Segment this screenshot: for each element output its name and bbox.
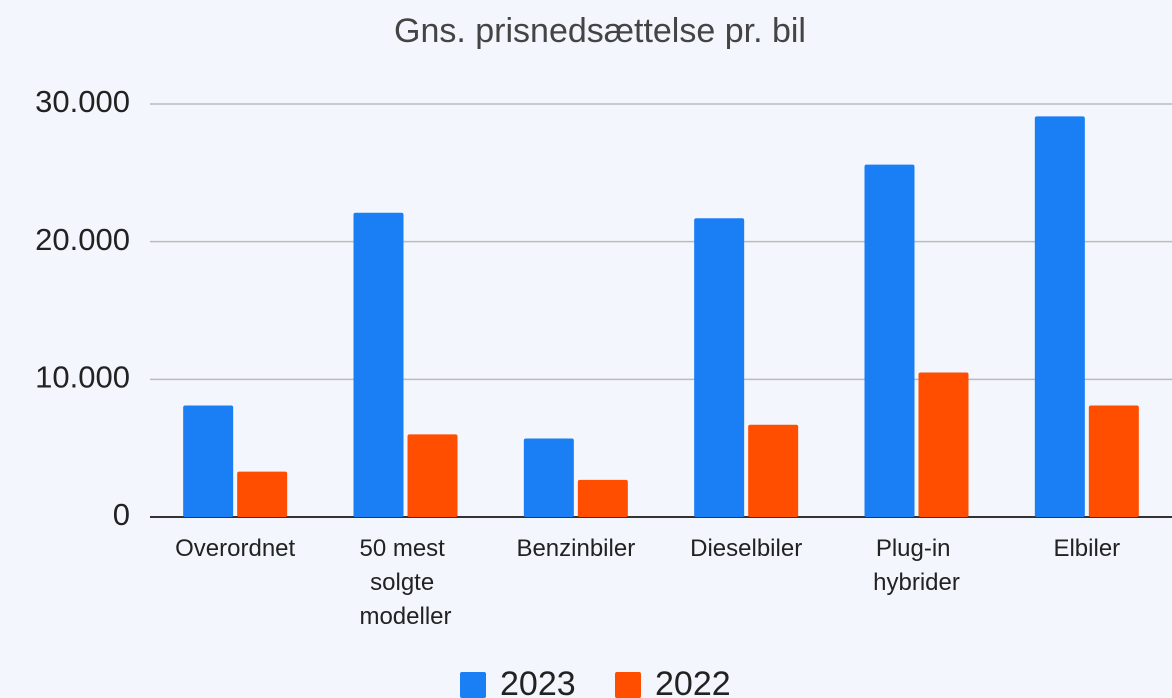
y-tick-label: 20.000	[35, 222, 130, 257]
bar	[407, 434, 458, 517]
bar	[523, 438, 574, 517]
bar	[1034, 116, 1085, 517]
bar	[353, 212, 404, 518]
bar	[183, 405, 234, 517]
y-tick-label: 10.000	[35, 360, 130, 395]
x-tick-label: Elbiler	[1053, 535, 1120, 562]
bar	[237, 471, 288, 517]
bar	[864, 164, 915, 517]
legend-label: 2022	[655, 665, 731, 698]
legend-swatch	[615, 672, 641, 698]
legend-label: 2023	[500, 665, 576, 698]
legend-swatch	[460, 672, 486, 698]
x-tick-label: Plug-in hybrider	[873, 535, 960, 596]
y-tick-label: 30.000	[35, 84, 130, 119]
x-tick-label: Dieselbiler	[690, 535, 802, 562]
x-tick-label: Benzinbiler	[516, 535, 635, 562]
bar	[748, 424, 799, 517]
bar	[577, 479, 628, 517]
bar	[1088, 405, 1139, 517]
x-tick-label: Overordnet	[175, 535, 295, 562]
bar	[694, 218, 745, 517]
chart-title: Gns. prisnedsættelse pr. bil	[394, 12, 806, 50]
bar	[918, 372, 969, 517]
x-tick-label: 50 mest solgte modeller	[359, 535, 451, 630]
y-tick-label: 0	[113, 497, 130, 532]
